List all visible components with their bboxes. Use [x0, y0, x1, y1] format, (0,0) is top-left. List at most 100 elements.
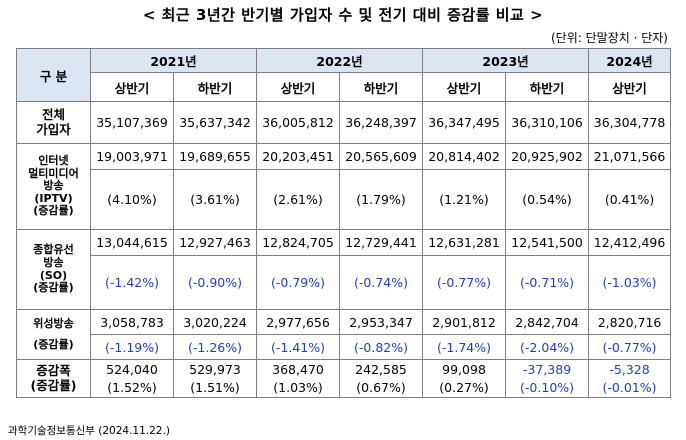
rate-cell: (1.21%)	[422, 169, 507, 230]
header-half: 상반기	[256, 72, 341, 102]
row-label-line: 증감폭	[36, 363, 71, 379]
value-cell: 20,925,902	[505, 143, 590, 170]
header-year: 2021년	[89, 48, 258, 73]
row-label-so: 종합유선 방송 (SO) (증감률)	[16, 229, 91, 310]
rate-cell: (-0.71%)	[505, 255, 590, 310]
value-cell: 21,071,566	[588, 143, 672, 170]
header-half: 상반기	[422, 72, 507, 102]
header-half: 상반기	[90, 72, 174, 102]
header-year: 2023년	[422, 48, 590, 73]
rate-cell: (4.10%)	[90, 169, 174, 230]
table-title: < 최근 3년간 반기별 가입자 수 및 전기 대비 증감률 비교 >	[142, 6, 544, 24]
value-cell: 2,842,704	[505, 309, 590, 335]
value-cell: 20,203,451	[256, 143, 341, 170]
header-half: 상반기	[588, 72, 672, 102]
table-row-change-rates: (1.52%) (1.51%) (1.03%) (0.67%) (0.27%) …	[17, 378, 672, 398]
rate-cell: (1.03%)	[256, 378, 341, 398]
row-label-line: 방송	[43, 255, 64, 269]
row-label-line: 종합유선	[33, 243, 74, 257]
value-cell: -37,389	[505, 359, 590, 379]
value-cell: 12,729,441	[339, 229, 424, 256]
rate-cell: (0.41%)	[588, 169, 672, 230]
value-cell: 12,541,500	[505, 229, 590, 256]
header-category: 구 분	[16, 48, 91, 102]
row-label-line: 인터넷	[38, 153, 69, 167]
header-year: 2022년	[256, 48, 424, 73]
rate-cell: (-1.19%)	[90, 334, 174, 360]
rate-cell: (-1.03%)	[588, 255, 672, 310]
value-cell: 35,637,342	[172, 101, 258, 144]
row-label-total: 전체 가입자	[16, 101, 91, 144]
value-cell: 3,058,783	[90, 309, 174, 335]
value-cell: 368,470	[256, 359, 341, 379]
row-label-line: 방송	[43, 179, 64, 193]
table-row-satellite-values: 위성방송 (증감률) 3,058,783 3,020,224 2,977,656…	[16, 309, 672, 360]
rate-cell: (0.54%)	[505, 169, 590, 230]
header-year: 2024년	[588, 48, 672, 73]
table-row-so-rates: (-1.42%) (-0.90%) (-0.79%) (-0.74%) (-0.…	[17, 255, 672, 310]
value-cell: 13,044,615	[90, 229, 174, 256]
value-cell: 529,973	[172, 359, 258, 379]
value-cell: -5,328	[588, 359, 672, 379]
value-cell: 20,565,609	[339, 143, 424, 170]
table-row-iptv-values: 인터넷 멀티미디어 방송 (IPTV) (증감률) 19,003,971 19,…	[16, 143, 672, 230]
row-label-line: 위성방송	[33, 316, 74, 330]
rate-cell: (-0.82%)	[339, 334, 424, 360]
subscriber-table: 구 분 2021년 2022년 2023년 2024년 상반기 하반기 상반기 …	[16, 48, 672, 398]
value-cell: 2,820,716	[588, 309, 672, 335]
rate-cell: (-1.42%)	[90, 255, 174, 310]
table-row-change-values: 증감폭 (증감률) 524,040 529,973 368,470 242,58…	[16, 359, 672, 398]
table-row-so-values: 종합유선 방송 (SO) (증감률) 13,044,615 12,927,463…	[16, 229, 672, 310]
value-cell: 36,005,812	[256, 101, 341, 144]
value-cell: 19,003,971	[90, 143, 174, 170]
row-label-line: 가입자	[36, 121, 71, 137]
rate-cell: (-0.10%)	[505, 378, 590, 398]
value-cell: 36,347,495	[422, 101, 507, 144]
row-label-satellite: 위성방송 (증감률)	[16, 309, 91, 360]
value-cell: 3,020,224	[172, 309, 258, 335]
row-label-line: (IPTV)	[34, 191, 73, 205]
rate-cell: (1.51%)	[172, 378, 258, 398]
value-cell: 12,824,705	[256, 229, 341, 256]
table-row-iptv-rates: (4.10%) (3.61%) (2.61%) (1.79%) (1.21%) …	[17, 169, 672, 230]
rate-cell: (-0.77%)	[422, 255, 507, 310]
row-label-line: (증감률)	[33, 281, 74, 295]
value-cell: 2,901,812	[422, 309, 507, 335]
value-cell: 12,631,281	[422, 229, 507, 256]
row-label-line: (증감률)	[30, 377, 77, 393]
row-label-line: 전체	[41, 107, 65, 123]
rate-cell: (0.67%)	[339, 378, 424, 398]
rate-cell: (2.61%)	[256, 169, 341, 230]
value-cell: 99,098	[422, 359, 507, 379]
header-row-years: 구 분 2021년 2022년 2023년 2024년	[16, 48, 672, 102]
rate-cell: (-0.01%)	[588, 378, 672, 398]
value-cell: 20,814,402	[422, 143, 507, 170]
rate-cell: (-1.74%)	[422, 334, 507, 360]
rate-cell: (1.79%)	[339, 169, 424, 230]
value-cell: 35,107,369	[90, 101, 174, 144]
header-row-halves: 상반기 하반기 상반기 하반기 상반기 하반기 상반기	[17, 72, 672, 102]
rate-cell: (1.52%)	[90, 378, 174, 398]
row-label-line: (SO)	[39, 268, 68, 282]
rate-cell: (-1.41%)	[256, 334, 341, 360]
header-half: 하반기	[505, 72, 590, 102]
header-half: 하반기	[339, 72, 424, 102]
value-cell: 36,248,397	[339, 101, 424, 144]
row-label-line: 멀티미디어	[28, 166, 79, 180]
value-cell: 12,927,463	[172, 229, 258, 256]
source-note: 과학기술정보통신부 (2024.11.22.)	[8, 425, 170, 437]
header-half: 하반기	[172, 72, 258, 102]
rate-cell: (-2.04%)	[505, 334, 590, 360]
rate-cell: (-0.77%)	[588, 334, 672, 360]
table-row-total: 전체 가입자 35,107,369 35,637,342 36,005,812 …	[16, 101, 672, 144]
rate-cell: (-0.79%)	[256, 255, 341, 310]
rate-cell: (-0.74%)	[339, 255, 424, 310]
rate-cell: (3.61%)	[172, 169, 258, 230]
value-cell: 36,304,778	[588, 101, 672, 144]
row-label-iptv: 인터넷 멀티미디어 방송 (IPTV) (증감률)	[16, 143, 91, 230]
value-cell: 2,977,656	[256, 309, 341, 335]
unit-note: (단위: 단말장치 · 단자)	[551, 31, 668, 45]
rate-cell: (-1.26%)	[172, 334, 258, 360]
value-cell: 12,412,496	[588, 229, 672, 256]
row-label-line: (증감률)	[33, 337, 74, 351]
